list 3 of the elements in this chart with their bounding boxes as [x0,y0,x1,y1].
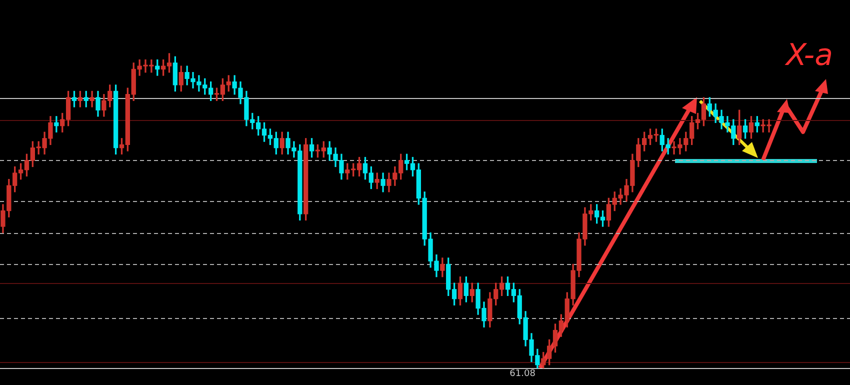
text: X-a [786,38,834,73]
candlestick [90,90,94,108]
annotation: 61.08 [510,368,536,379]
